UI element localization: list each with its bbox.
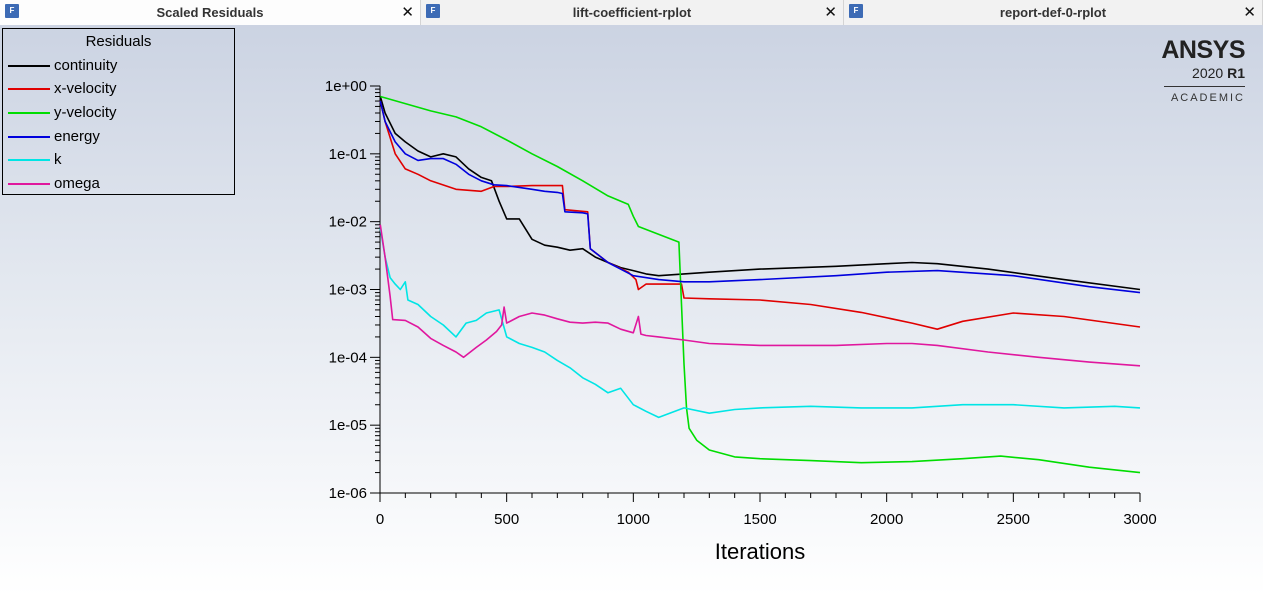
x-tick-label: 2500 [997,511,1030,528]
tab-lift-coefficient-rplot[interactable]: F lift-coefficient-rplot ✕ [421,0,844,25]
legend-label: y-velocity [54,104,117,121]
logo-release: R1 [1227,65,1245,81]
tab-title: report-def-0-rplot [999,5,1107,20]
series-line-y-velocity [380,95,1141,474]
legend-swatch [8,159,50,161]
legend-item-k: k [3,149,234,171]
series-line-energy [379,100,1141,294]
logo-rule [1164,86,1245,87]
legend-label: continuity [54,57,118,74]
legend-item-y-velocity: y-velocity [3,102,234,124]
legend-swatch [8,88,50,90]
legend-item-omega: omega [3,173,234,195]
series-line-k [379,228,1141,419]
x-tick-label: 500 [494,511,519,528]
tab-bar: F Scaled Residuals ✕ F lift-coefficient-… [0,0,1263,25]
legend-title: Residuals [85,33,152,50]
x-tick-label: 0 [376,511,384,528]
close-icon[interactable]: ✕ [824,4,837,21]
legend-swatch [8,65,50,67]
y-tick-label: 1e+00 [325,78,367,95]
legend-item-x-velocity: x-velocity [3,78,234,100]
y-tick-label: 1e-04 [329,349,367,366]
legend-swatch [8,136,50,138]
legend-label: k [54,151,62,168]
logo-year: 2020 [1192,65,1224,81]
legend-item-continuity: continuity [3,55,234,77]
y-tick-label: 1e-05 [329,417,367,434]
fluent-window-icon: F [849,4,863,18]
logo-version: 2020 R1 [1192,65,1245,81]
x-tick-label: 2000 [870,511,903,528]
tab-report-def-0-rplot[interactable]: F report-def-0-rplot ✕ [844,0,1263,25]
x-axis-label: Iterations [715,539,806,564]
x-tick-label: 1500 [743,511,776,528]
x-tick-label: 1000 [617,511,650,528]
close-icon[interactable]: ✕ [1243,4,1256,21]
y-tick-label: 1e-06 [329,485,367,502]
legend-swatch [8,183,50,185]
x-tick-label: 3000 [1123,511,1156,528]
series-line-omega [379,224,1141,367]
close-icon[interactable]: ✕ [401,4,414,21]
logo-brand: ANSYS [1161,36,1245,64]
series-line-continuity [379,96,1141,291]
fluent-window-icon: F [426,4,440,18]
y-tick-label: 1e-01 [329,146,367,163]
legend-swatch [8,112,50,114]
y-tick-label: 1e-02 [329,214,367,231]
legend-label: x-velocity [54,80,117,97]
y-tick-label: 1e-03 [329,282,367,299]
tab-title: lift-coefficient-rplot [572,5,692,20]
legend-label: energy [54,128,100,145]
legend-item-energy: energy [3,126,234,148]
logo-edition: ACADEMIC [1170,92,1245,104]
fluent-window-icon: F [5,4,19,18]
chart-legend: Residuals continuity x-velocity y-veloci… [2,28,235,195]
series-line-x-velocity [379,100,1141,330]
tab-title: Scaled Residuals [156,5,264,20]
tab-scaled-residuals[interactable]: F Scaled Residuals ✕ [0,0,421,25]
ansys-logo: ANSYS 2020 R1 ACADEMIC [1160,36,1250,110]
legend-label: omega [54,175,100,192]
